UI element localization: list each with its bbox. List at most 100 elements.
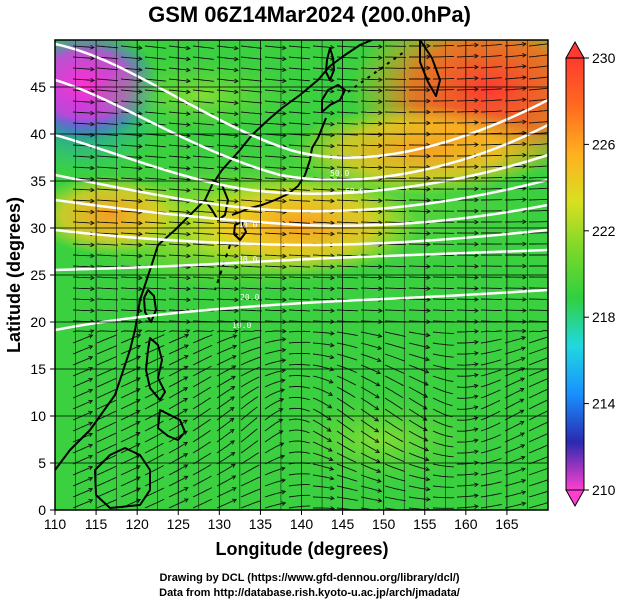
streamline <box>408 309 431 312</box>
streamline-arrowhead <box>138 176 143 182</box>
streamline-arrowhead <box>426 87 431 93</box>
streamline-arrowhead <box>234 253 239 259</box>
streamline-arrowhead <box>426 187 431 192</box>
streamline <box>288 221 311 224</box>
streamline-arrowhead <box>138 122 143 127</box>
streamline-arrowhead <box>422 416 428 421</box>
y-tick-label: 5 <box>38 455 46 471</box>
streamline <box>408 463 430 471</box>
streamline <box>360 496 382 502</box>
streamline <box>288 144 310 147</box>
streamline <box>480 55 502 58</box>
streamline <box>408 408 428 421</box>
streamline-arrowhead <box>186 78 191 84</box>
map-plot-area[interactable]: 40.0 30.0 20.0 10.0 50.0 60.0 <box>0 0 619 512</box>
streamline <box>312 56 334 59</box>
streamline <box>240 488 261 498</box>
streamline <box>360 485 382 492</box>
streamline <box>384 243 407 246</box>
streamline <box>72 254 95 257</box>
streamline-arrowhead <box>426 209 431 214</box>
streamline-arrowhead <box>376 478 382 483</box>
streamline <box>288 232 311 235</box>
streamline <box>168 144 190 148</box>
streamline-arrowhead <box>426 308 431 313</box>
streamline <box>144 111 166 115</box>
streamline-arrowhead <box>280 454 286 460</box>
map-grid <box>55 40 548 510</box>
streamline-arrowhead <box>474 64 479 70</box>
streamline <box>96 329 118 333</box>
streamline <box>432 287 455 290</box>
streamline <box>504 309 527 312</box>
streamline-arrowhead <box>522 286 527 291</box>
streamline-arrowhead <box>378 55 383 61</box>
streamline <box>336 100 359 103</box>
streamline <box>216 78 238 82</box>
streamline-arrowhead <box>282 45 287 51</box>
streamline <box>360 287 383 290</box>
streamline <box>192 464 212 476</box>
coastline-hokkaido <box>321 84 346 113</box>
streamline <box>264 369 286 377</box>
streamline <box>360 78 383 81</box>
streamline <box>456 395 478 399</box>
streamline <box>72 199 95 202</box>
streamline <box>288 330 310 333</box>
streamline <box>312 254 335 257</box>
streamline-arrowhead <box>377 488 383 493</box>
streamline <box>457 330 479 333</box>
coastline-kuril <box>347 51 405 93</box>
streamline <box>336 364 357 374</box>
streamline <box>240 386 259 399</box>
streamline <box>504 502 526 509</box>
streamline-arrowhead <box>425 486 431 492</box>
streamline <box>480 389 501 399</box>
y-tick-label: 35 <box>30 173 46 189</box>
streamline <box>312 67 334 70</box>
streamline <box>336 408 355 422</box>
streamline-arrowhead <box>281 478 287 483</box>
streamline-arrowhead <box>474 329 479 334</box>
streamline-arrowhead <box>378 143 383 149</box>
streamline <box>360 276 383 279</box>
streamline <box>216 463 236 476</box>
coastline-asia-mainland <box>55 40 373 471</box>
streamline <box>480 320 503 323</box>
streamline <box>192 475 212 487</box>
streamline-arrowhead <box>522 175 527 180</box>
streamline-arrowhead <box>520 377 525 382</box>
streamline <box>72 356 93 366</box>
streamline <box>504 388 524 399</box>
streamline-arrowhead <box>522 197 527 202</box>
streamline <box>480 379 501 388</box>
streamline <box>216 355 237 366</box>
contour-7 <box>55 248 548 272</box>
streamline-arrowhead <box>138 166 143 171</box>
streamline <box>240 366 261 377</box>
streamline <box>384 463 405 472</box>
streamline <box>336 188 359 191</box>
streamline <box>456 320 479 323</box>
streamline <box>72 309 95 312</box>
streamline <box>336 122 359 125</box>
streamline <box>96 78 118 82</box>
streamline-arrowhead <box>473 405 479 410</box>
streamline <box>504 87 526 91</box>
streamline <box>312 265 335 268</box>
streamline <box>72 422 93 432</box>
streamline <box>504 336 526 344</box>
streamline-arrowhead <box>282 67 287 73</box>
svg-text:30.0: 30.0 <box>238 255 257 264</box>
streamline <box>72 298 95 301</box>
streamline-arrowhead <box>90 99 95 105</box>
streamline-arrowhead <box>230 396 235 401</box>
streamline <box>96 421 117 432</box>
streamline <box>528 432 548 443</box>
streamline-arrowhead <box>90 308 95 314</box>
streamline <box>528 187 548 190</box>
streamline <box>360 89 383 92</box>
streamline-arrowhead <box>183 498 189 503</box>
streamline <box>336 331 358 337</box>
streamline <box>120 388 141 399</box>
